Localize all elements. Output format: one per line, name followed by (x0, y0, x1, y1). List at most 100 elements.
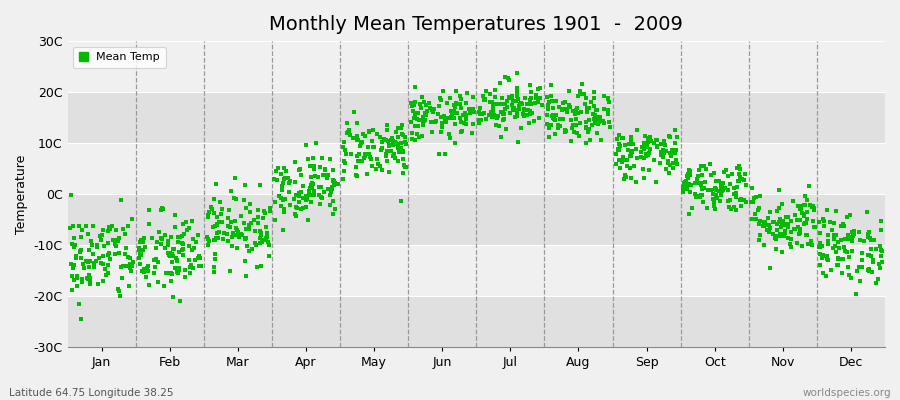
Point (137, 234, 151, 241)
Point (549, 98, 563, 104)
Point (861, 231, 876, 238)
Point (238, 182, 252, 188)
Point (225, 230, 239, 236)
Point (67, 244, 81, 250)
Point (862, 268, 877, 274)
Point (545, 105, 560, 111)
Point (379, 137, 393, 143)
Point (382, 142, 397, 149)
Point (454, 128, 469, 134)
Point (104, 223, 119, 229)
Point (357, 151, 372, 158)
Point (356, 158, 370, 164)
Title: Monthly Mean Temperatures 1901  -  2009: Monthly Mean Temperatures 1901 - 2009 (269, 15, 683, 34)
Point (201, 236, 215, 242)
Point (852, 264, 867, 270)
Point (863, 246, 878, 252)
Point (241, 226, 256, 232)
Point (98, 272, 112, 279)
Point (338, 139, 352, 145)
Point (828, 232, 842, 239)
Point (315, 195, 329, 201)
Point (178, 267, 193, 273)
Point (508, 98, 523, 104)
Point (454, 105, 469, 112)
Point (590, 107, 604, 113)
Point (319, 166, 333, 173)
Point (624, 175, 638, 181)
Point (734, 202, 748, 209)
Point (370, 131, 384, 137)
Point (489, 122, 503, 128)
Point (343, 132, 357, 138)
Point (815, 270, 830, 276)
Point (767, 219, 781, 225)
Point (391, 158, 405, 164)
Point (795, 242, 809, 249)
Point (206, 263, 220, 270)
Point (716, 180, 730, 186)
Point (346, 135, 360, 142)
Point (115, 263, 130, 269)
Point (453, 101, 467, 108)
Point (86, 242, 100, 248)
Point (281, 175, 295, 181)
Point (510, 113, 525, 120)
Point (815, 216, 830, 222)
Point (544, 92, 558, 99)
Point (780, 223, 795, 230)
Point (714, 183, 728, 189)
Point (744, 199, 759, 205)
Point (208, 251, 222, 258)
Point (170, 256, 184, 263)
Point (386, 152, 400, 159)
Point (688, 194, 703, 200)
Point (730, 184, 744, 190)
Point (643, 167, 657, 173)
Point (156, 206, 170, 212)
Point (443, 95, 457, 102)
Point (380, 122, 394, 128)
Point (177, 231, 192, 238)
Point (210, 222, 224, 228)
Point (71, 301, 86, 307)
Point (745, 216, 760, 222)
Point (306, 181, 320, 187)
Point (224, 188, 238, 194)
Point (638, 143, 652, 150)
Point (662, 150, 677, 156)
Point (625, 149, 639, 155)
Point (141, 206, 156, 213)
Point (364, 162, 379, 169)
Point (504, 93, 518, 99)
Point (500, 75, 515, 81)
Point (133, 248, 148, 254)
Point (556, 106, 571, 112)
Point (541, 102, 555, 109)
Point (349, 172, 364, 178)
Point (139, 274, 153, 280)
Point (542, 134, 556, 140)
Point (408, 122, 422, 129)
Point (282, 189, 296, 196)
Point (140, 265, 154, 271)
Point (398, 139, 412, 145)
Point (459, 100, 473, 107)
Point (170, 268, 184, 275)
Point (257, 237, 272, 244)
Point (112, 288, 126, 294)
Point (365, 126, 380, 133)
Point (389, 140, 403, 147)
Point (416, 121, 430, 128)
Point (325, 186, 339, 193)
Point (554, 107, 569, 113)
Point (382, 138, 396, 144)
Point (506, 105, 520, 111)
Text: worldspecies.org: worldspecies.org (803, 388, 891, 398)
Point (756, 222, 770, 229)
Point (635, 166, 650, 172)
Point (374, 147, 389, 153)
Point (386, 142, 400, 148)
Point (522, 120, 536, 126)
Point (283, 178, 297, 184)
